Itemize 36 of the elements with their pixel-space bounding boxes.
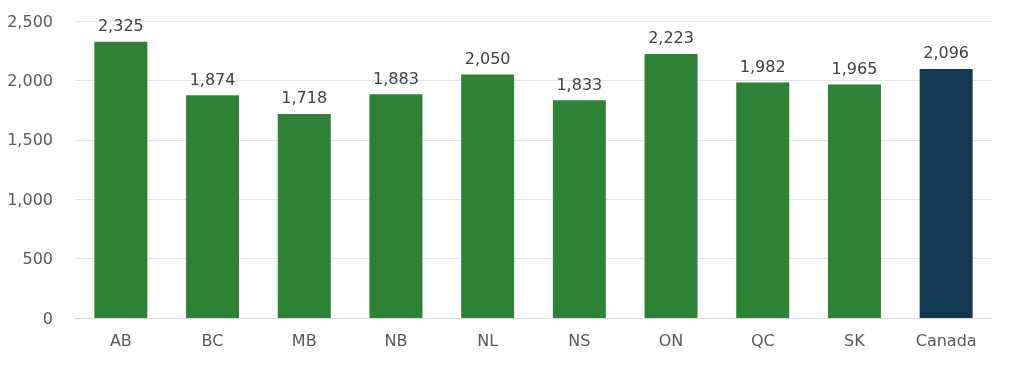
y-tick-label: 500 (22, 249, 53, 269)
data-label: 1,718 (281, 88, 328, 108)
data-label: 2,223 (648, 28, 694, 48)
y-tick-label: 2,000 (7, 70, 53, 90)
bar (644, 53, 698, 318)
x-tick-label: NL (477, 330, 499, 350)
x-tick-label: NB (384, 330, 408, 350)
data-label: 1,874 (189, 69, 236, 89)
data-label: 1,883 (373, 68, 419, 88)
y-tick-label: 0 (42, 308, 53, 328)
x-tick-label: QC (750, 330, 775, 350)
data-label: 1,833 (556, 74, 603, 94)
bar (827, 84, 881, 318)
data-label: 2,050 (464, 48, 511, 68)
bar (369, 94, 423, 318)
bar (186, 95, 240, 318)
x-tick-label: AB (109, 330, 132, 350)
data-label: 1,965 (831, 59, 878, 79)
bar (736, 82, 790, 318)
x-tick-label: BC (201, 330, 224, 350)
y-tick-label: 1,500 (7, 130, 53, 150)
y-tick-label: 2,500 (7, 11, 53, 31)
data-label: 2,325 (97, 16, 144, 36)
bar (461, 74, 515, 318)
bar (94, 41, 148, 318)
data-label: 1,982 (739, 57, 786, 77)
y-tick-label: 1,000 (7, 189, 53, 209)
x-tick-label: Canada (915, 330, 977, 350)
x-tick-label: SK (844, 330, 866, 350)
data-label: 2,096 (923, 43, 970, 63)
bar (552, 100, 606, 318)
x-tick-label: ON (658, 330, 684, 350)
bar (919, 69, 973, 318)
x-tick-label: NS (568, 330, 591, 350)
bar (277, 113, 331, 318)
x-tick-label: MB (291, 330, 317, 350)
